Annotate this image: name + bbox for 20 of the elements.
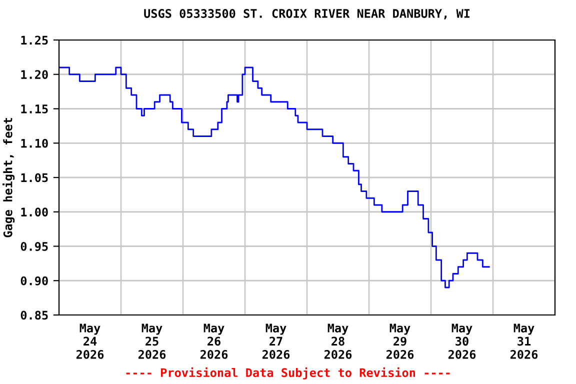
x-tick-label: May 25 2026 (138, 324, 166, 359)
x-tick-label: May 29 2026 (386, 324, 414, 359)
y-tick-label: 0.95 (20, 242, 48, 251)
x-tick-label: May 24 2026 (76, 324, 104, 359)
y-tick-label: 0.90 (20, 276, 48, 286)
x-tick-label: May 31 2026 (510, 324, 538, 359)
chart-title: USGS 05333500 ST. CROIX RIVER NEAR DANBURY, WI (144, 9, 470, 20)
y-tick-label: 1.10 (21, 138, 48, 148)
x-tick-label: May 28 2026 (324, 324, 352, 359)
x-tick-label: May 26 2026 (200, 324, 228, 359)
x-tick-label: May 30 2026 (448, 324, 476, 359)
text: ---- Provisional Data Subject to Revision ---- (126, 367, 450, 380)
y-tick-label: 1.25 (21, 36, 48, 45)
y-axis-title: Gage height, feet (2, 118, 15, 238)
y-tick-label: 1.05 (21, 173, 48, 182)
x-tick-label: May 27 2026 (262, 324, 290, 359)
y-tick-label: 1.20 (21, 70, 48, 80)
y-tick-label: 1.15 (21, 104, 48, 114)
y-tick-label: 0.85 (20, 310, 48, 320)
y-tick-label: 1.00 (21, 208, 48, 217)
